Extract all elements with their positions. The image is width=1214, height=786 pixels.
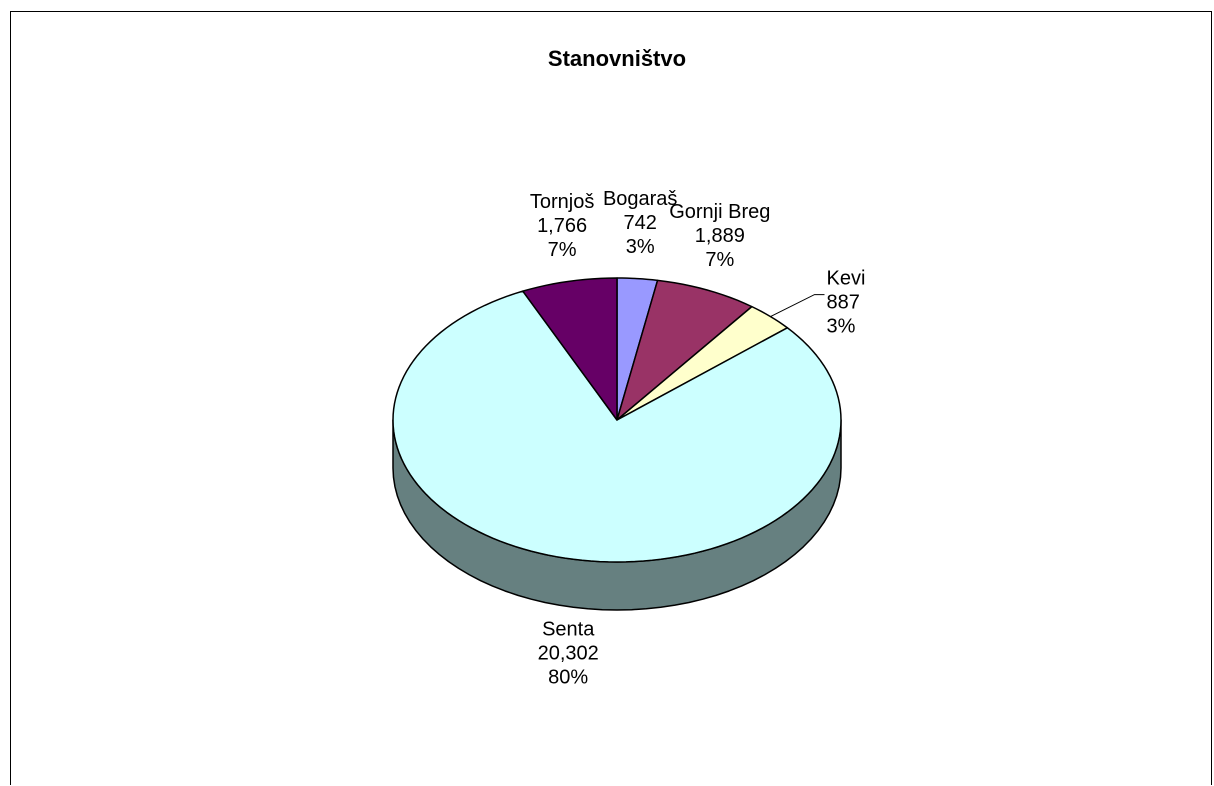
- slice-percent-label: 3%: [626, 236, 655, 258]
- slice-percent-label: 80%: [548, 667, 588, 689]
- slice-value-label: 1,889: [695, 225, 745, 247]
- pie-slices: [392, 277, 842, 563]
- slice-percent-label: 3%: [827, 316, 856, 338]
- slice-value-label: 1,766: [537, 215, 587, 237]
- chart-title: Stanovništvo: [548, 46, 686, 71]
- pie-slice-gornji-breg: [616, 279, 753, 421]
- leader-lines: [770, 294, 825, 318]
- slice-name-label: Tornjoš: [530, 191, 594, 213]
- leader-line-kevi: [770, 294, 825, 318]
- pie-slice-senta: [392, 290, 842, 563]
- slice-name-label: Bogaraš: [603, 188, 678, 210]
- slice-value-label: 887: [827, 292, 860, 314]
- slice-percent-label: 7%: [705, 249, 734, 271]
- slice-name-label: Kevi: [827, 268, 866, 290]
- slice-name-label: Senta: [542, 619, 595, 641]
- slice-value-label: 742: [624, 212, 657, 234]
- slice-percent-label: 7%: [548, 239, 577, 261]
- pie-slice-tornjos: [522, 277, 618, 421]
- slice-name-label: Gornji Breg: [669, 201, 770, 223]
- slice-value-label: 20,302: [538, 643, 599, 665]
- chart-area: Stanovništvo Bogaraš 742 3% Gornji Breg 1,88…: [10, 11, 1212, 785]
